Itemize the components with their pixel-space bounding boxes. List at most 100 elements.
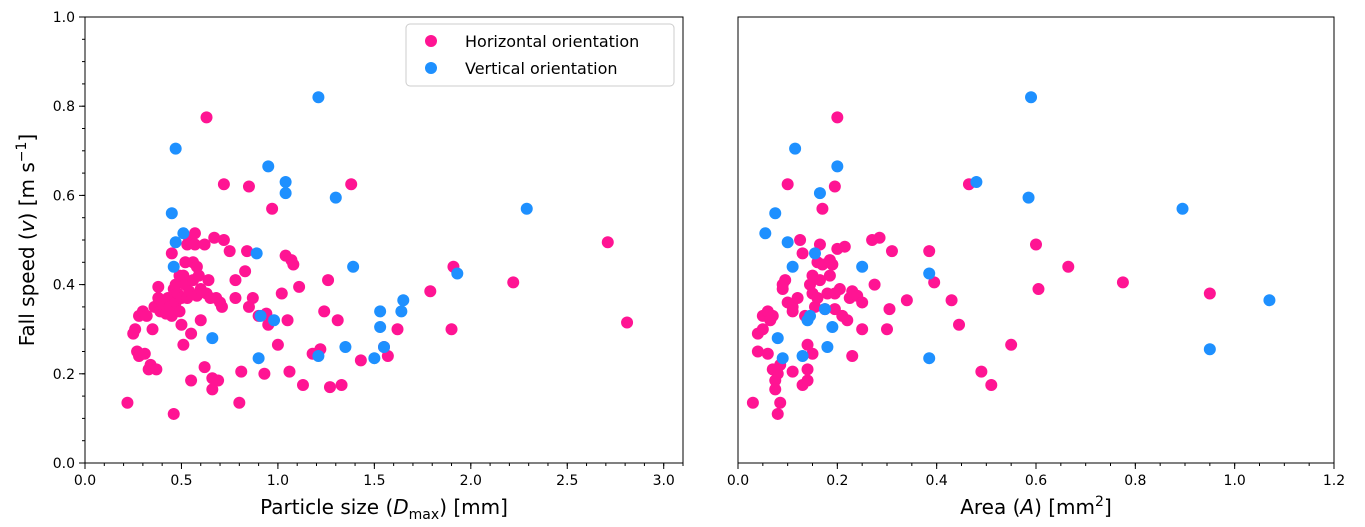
- point-vertical: [374, 305, 387, 318]
- point-horizontal: [185, 374, 198, 387]
- point-horizontal: [121, 396, 134, 409]
- x-axis-label-right: Area (A) [mm2]: [960, 494, 1112, 519]
- axis-label-part: ]: [1104, 495, 1112, 519]
- point-vertical: [970, 176, 983, 189]
- point-vertical: [279, 187, 292, 200]
- point-horizontal: [192, 269, 205, 282]
- point-horizontal: [229, 274, 242, 287]
- point-horizontal: [813, 238, 826, 251]
- point-horizontal: [223, 245, 236, 258]
- point-horizontal: [1005, 338, 1018, 351]
- legend-marker-vertical: [425, 62, 437, 74]
- point-horizontal: [281, 314, 294, 327]
- point-vertical: [339, 341, 352, 354]
- point-vertical: [808, 247, 821, 260]
- point-horizontal: [177, 338, 190, 351]
- x-axis-ticks-left: 0.0 0.5 1.0 1.5 2.0 2.5 3.0: [74, 463, 684, 489]
- x-tick-label: 1.2: [1323, 473, 1345, 489]
- legend-marker-horizontal: [425, 35, 437, 47]
- point-horizontal: [1030, 238, 1042, 251]
- axis-label-part: D: [393, 495, 408, 519]
- point-horizontal: [779, 274, 792, 287]
- point-horizontal: [150, 363, 163, 376]
- y-tick-label: 1.0: [53, 10, 75, 26]
- point-horizontal: [786, 305, 799, 318]
- point-horizontal: [198, 361, 211, 374]
- point-horizontal: [335, 378, 348, 391]
- point-horizontal: [152, 280, 165, 293]
- x-tick-label: 3.0: [653, 473, 675, 489]
- point-horizontal: [801, 363, 814, 376]
- point-horizontal: [774, 396, 787, 409]
- y-tick-label: 0.0: [53, 456, 75, 472]
- point-horizontal: [185, 327, 198, 340]
- point-horizontal: [229, 291, 242, 304]
- point-vertical: [789, 142, 802, 155]
- axis-label-part: max: [409, 507, 440, 522]
- point-horizontal: [813, 274, 826, 287]
- point-horizontal: [246, 291, 259, 304]
- point-horizontal: [868, 278, 881, 291]
- point-vertical: [1022, 191, 1035, 204]
- point-vertical: [520, 202, 533, 215]
- point-horizontal: [856, 323, 869, 336]
- point-horizontal: [823, 269, 836, 282]
- point-horizontal: [167, 407, 180, 420]
- point-vertical: [262, 160, 275, 173]
- point-horizontal: [322, 274, 335, 287]
- point-horizontal: [287, 258, 300, 271]
- point-vertical: [1203, 343, 1216, 356]
- point-horizontal: [826, 258, 839, 271]
- point-horizontal: [621, 316, 634, 329]
- x-tick-label: 0.8: [1124, 473, 1146, 489]
- point-vertical: [804, 309, 817, 322]
- axis-label-part: ) [mm: [1034, 495, 1095, 519]
- point-vertical: [781, 236, 794, 249]
- point-horizontal: [177, 269, 190, 282]
- point-horizontal: [856, 296, 869, 309]
- point-vertical: [769, 207, 782, 220]
- point-horizontal: [791, 291, 804, 304]
- axis-label-part: −1: [14, 142, 30, 163]
- point-horizontal: [424, 285, 437, 298]
- point-horizontal: [318, 305, 331, 318]
- point-vertical: [177, 227, 190, 240]
- point-vertical: [254, 309, 267, 322]
- point-horizontal: [766, 309, 779, 322]
- point-horizontal: [323, 381, 336, 394]
- y-axis-label: Fall speed (v) [m s−1]: [14, 134, 39, 347]
- point-vertical: [312, 349, 325, 362]
- point-vertical: [397, 294, 410, 307]
- point-vertical: [776, 352, 789, 365]
- point-horizontal: [1203, 287, 1216, 300]
- y-tick-label: 0.8: [53, 99, 75, 115]
- point-horizontal: [188, 227, 201, 240]
- y-axis-ticks: 0.0 0.2 0.4 0.6 0.8 1.0: [53, 10, 85, 472]
- scatter-points-right: [746, 91, 1276, 420]
- point-vertical: [206, 332, 219, 345]
- point-horizontal: [831, 111, 844, 124]
- x-axis-label-left: Particle size (Dmax) [mm]: [260, 495, 508, 522]
- point-horizontal: [345, 178, 358, 191]
- point-horizontal: [746, 396, 759, 409]
- x-tick-label: 0.6: [1025, 473, 1047, 489]
- x-tick-label: 2.5: [556, 473, 578, 489]
- point-horizontal: [794, 234, 807, 246]
- point-horizontal: [985, 378, 998, 391]
- point-horizontal: [923, 245, 936, 258]
- point-horizontal: [796, 247, 809, 260]
- point-horizontal: [331, 314, 344, 327]
- point-horizontal: [239, 265, 252, 278]
- point-horizontal: [241, 245, 254, 258]
- point-vertical: [395, 305, 408, 318]
- point-horizontal: [140, 309, 153, 322]
- axis-label-part: Particle size (: [260, 495, 393, 519]
- point-horizontal: [266, 202, 279, 215]
- point-vertical: [312, 91, 325, 104]
- point-horizontal: [1032, 283, 1045, 296]
- point-horizontal: [781, 178, 794, 191]
- point-vertical: [786, 260, 799, 273]
- point-vertical: [347, 260, 360, 273]
- panel-particle-size: 0.0 0.5 1.0 1.5 2.0 2.5 3.0 0.0 0.2 0.4 0.6 0.8 1.0…: [14, 10, 684, 523]
